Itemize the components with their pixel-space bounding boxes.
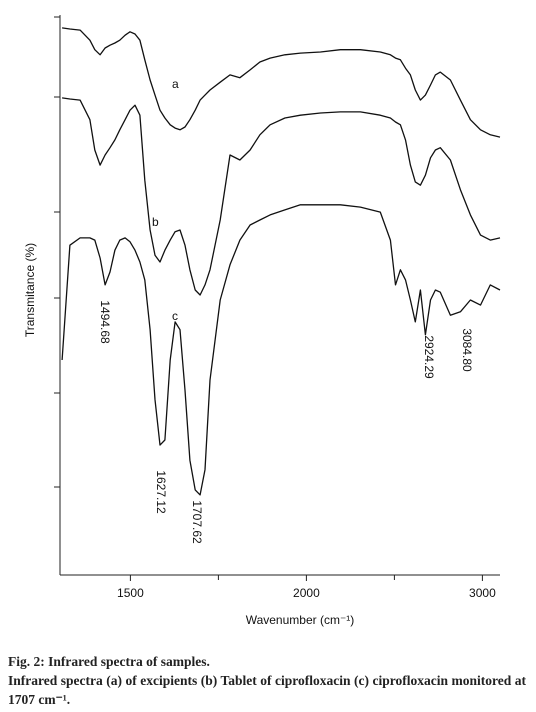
series-label: a [172,77,179,91]
x-tick-label: 2000 [293,586,320,600]
caption: Infrared spectra (a) of excipients (b) T… [8,673,526,707]
x-tick-label: 1500 [117,586,144,600]
peak-label: 1494.68 [98,300,112,344]
peak-label: 1627.12 [154,470,168,514]
x-axis-label: Wavenumber (cm⁻¹) [246,613,355,627]
chart: Wavenumber (cm⁻¹) Transmitance (%) 1500 2… [23,15,501,627]
peak-label: 2924.29 [422,335,436,379]
spectrum-line [62,97,501,296]
y-axis-label: Transmitance (%) [23,243,37,337]
caption-title: Fig. 2: Infrared spectra of samples. [8,654,210,669]
peak-label: 3084.80 [460,328,474,372]
y-axis-ticks [54,16,60,488]
series-label: c [172,309,178,323]
x-tick-label: 3000 [469,586,496,600]
series-label: b [152,215,159,229]
peak-label: 1707.62 [190,500,204,544]
spectrum-line [62,27,501,138]
spectrum-line [61,204,501,496]
